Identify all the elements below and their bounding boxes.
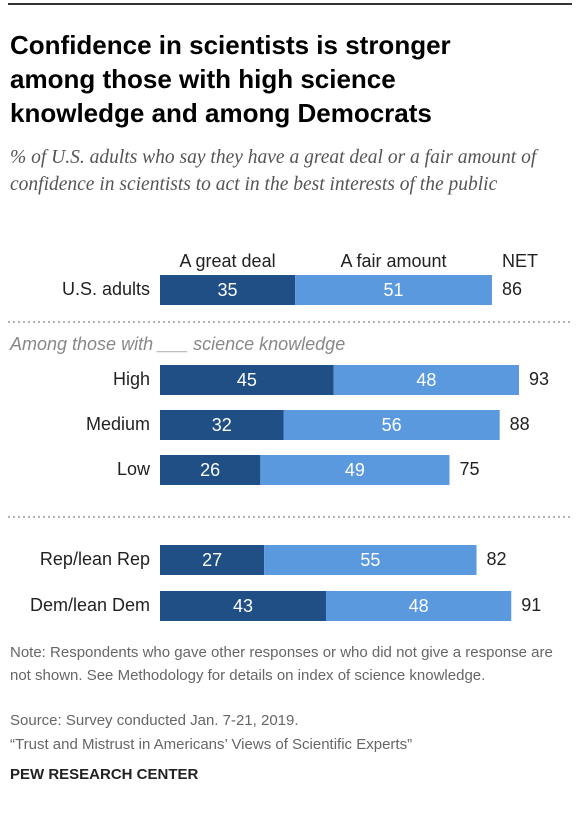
bar-segment [260, 455, 450, 485]
bar-segment [264, 545, 477, 575]
net-label: 93 [529, 369, 549, 389]
bar-segment [283, 410, 500, 440]
bar-segment [160, 591, 326, 621]
value-label: 32 [212, 415, 232, 435]
group-label: Among those with ___ science knowledge [9, 334, 345, 354]
legend-label: NET [502, 251, 538, 271]
value-label: 26 [200, 460, 220, 480]
category-label: U.S. adults [62, 279, 150, 299]
value-label: 27 [202, 550, 222, 570]
category-label: High [113, 369, 150, 389]
value-label: 49 [345, 460, 365, 480]
bar-segment [160, 365, 334, 395]
net-label: 86 [502, 279, 522, 299]
bar-segment [160, 275, 296, 305]
net-label: 91 [521, 595, 541, 615]
bar-segment [160, 410, 284, 440]
chart-title: Confidence in scientists is stronger amo… [10, 30, 451, 128]
legend-label: A great deal [180, 251, 276, 271]
net-label: 88 [510, 414, 530, 434]
source: Source: Survey conducted Jan. 7-21, 2019… [10, 712, 299, 729]
category-label: Low [117, 459, 151, 479]
chart-subtitle: % of U.S. adults who say they have a gre… [10, 147, 537, 195]
value-label: 51 [384, 280, 404, 300]
bar-segment [333, 365, 519, 395]
report-title: “Trust and Mistrust in Americans’ Views … [10, 736, 413, 753]
value-label: 45 [237, 370, 257, 390]
legend-label: A fair amount [340, 251, 446, 271]
value-label: 43 [233, 596, 253, 616]
net-label: 82 [487, 549, 507, 569]
bar-segment [325, 591, 512, 621]
value-label: 35 [218, 280, 238, 300]
category-label: Medium [86, 414, 150, 434]
brand: PEW RESEARCH CENTER [10, 766, 199, 783]
category-label: Rep/lean Rep [40, 549, 150, 569]
bar-segment [160, 455, 261, 485]
value-label: 48 [409, 596, 429, 616]
category-label: Dem/lean Dem [30, 595, 150, 615]
value-label: 56 [382, 415, 402, 435]
value-label: 55 [360, 550, 380, 570]
note: Note: Respondents who gave other respons… [10, 644, 553, 684]
bar-segment [160, 545, 265, 575]
value-label: 48 [416, 370, 436, 390]
bar-segment [295, 275, 492, 305]
net-label: 75 [460, 459, 480, 479]
